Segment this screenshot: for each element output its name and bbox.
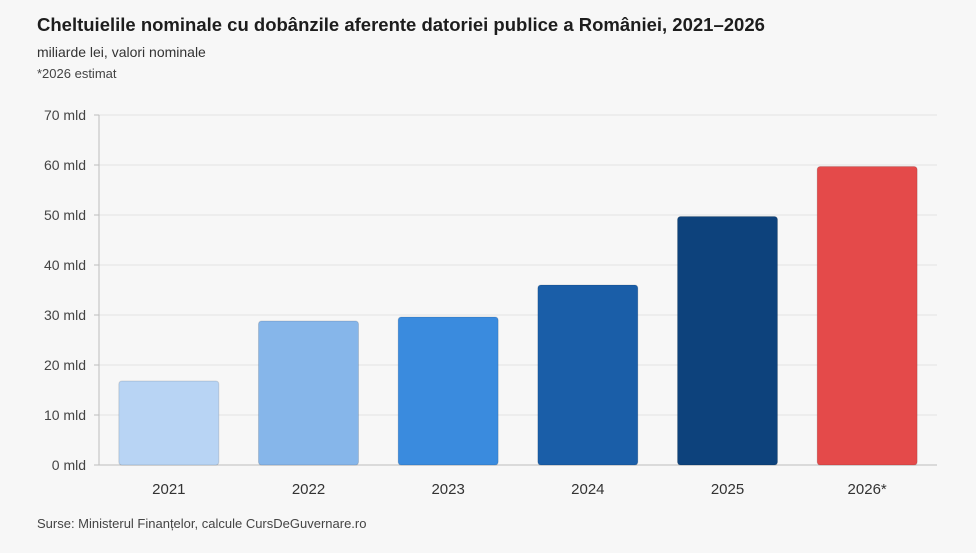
bar-2025 xyxy=(677,216,778,466)
y-tick-label: 0 mld xyxy=(52,457,86,473)
x-tick-label: 2023 xyxy=(431,481,464,498)
y-tick-label: 30 mld xyxy=(44,307,86,323)
chart-note: *2026 estimat xyxy=(37,66,117,81)
chart-title: Cheltuielile nominale cu dobânzile afere… xyxy=(37,14,765,35)
y-axis: 0 mld 10 mld 20 mld 30 mld 40 mld 50 mld 60 ml… xyxy=(44,107,100,473)
bar-2024 xyxy=(537,284,639,466)
x-tick-label: 2022 xyxy=(292,481,325,498)
bar-2026 xyxy=(816,166,918,466)
source-note: Surse: Ministerul Finanțelor, calcule Cu… xyxy=(37,516,367,531)
y-tick-label: 10 mld xyxy=(44,407,86,423)
x-tick-label: 2021 xyxy=(152,481,185,498)
bar-2021 xyxy=(118,380,220,466)
bar-2023 xyxy=(397,316,499,466)
bar-2022 xyxy=(258,320,359,466)
y-tick-label: 50 mld xyxy=(44,207,86,223)
x-tick-label: 2026* xyxy=(848,481,887,498)
x-axis: 2021 2022 2023 2024 2025 2026* xyxy=(152,481,887,498)
y-tick-label: 40 mld xyxy=(44,257,86,273)
bars xyxy=(118,166,918,466)
x-tick-label: 2025 xyxy=(711,481,744,498)
y-tick-label: 60 mld xyxy=(44,157,86,173)
chart-subtitle: miliarde lei, valori nominale xyxy=(37,44,206,60)
grid-lines xyxy=(99,114,937,466)
y-tick-label: 20 mld xyxy=(44,357,86,373)
x-tick-label: 2024 xyxy=(571,481,604,498)
y-tick-label: 70 mld xyxy=(44,107,86,123)
